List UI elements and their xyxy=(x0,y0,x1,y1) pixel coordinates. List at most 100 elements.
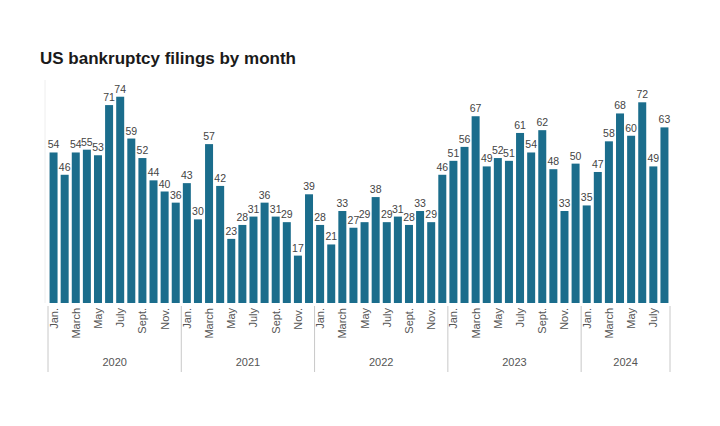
bar xyxy=(216,186,224,303)
bar xyxy=(227,239,235,303)
data-label: 29 xyxy=(281,208,293,220)
bar xyxy=(94,155,102,303)
group-label: 2024 xyxy=(613,356,637,368)
bar xyxy=(461,147,469,303)
data-label: 31 xyxy=(392,203,404,215)
bar xyxy=(61,175,69,303)
data-label: 49 xyxy=(647,152,659,164)
data-label: 36 xyxy=(259,189,271,201)
bar xyxy=(560,211,568,303)
data-label: 47 xyxy=(592,158,604,170)
data-label: 33 xyxy=(559,197,571,209)
bar xyxy=(372,197,380,303)
group-label: 2020 xyxy=(102,356,126,368)
chart: US bankruptcy filings by month5446545553… xyxy=(0,0,720,426)
x-tick-label: Jan. xyxy=(48,308,60,329)
group-separator xyxy=(314,306,315,372)
data-label: 30 xyxy=(192,205,204,217)
data-label: 51 xyxy=(448,147,460,159)
data-label: 31 xyxy=(248,203,260,215)
data-label: 54 xyxy=(525,138,537,150)
bar xyxy=(249,217,257,303)
bar xyxy=(438,175,446,303)
x-tick-label: Nov. xyxy=(425,308,437,330)
data-label: 67 xyxy=(470,102,482,114)
data-label: 38 xyxy=(370,183,382,195)
bar xyxy=(616,113,624,303)
data-label: 71 xyxy=(103,91,115,103)
bar xyxy=(538,130,546,303)
bar xyxy=(383,222,391,303)
data-label: 52 xyxy=(492,144,504,156)
group-separator xyxy=(181,306,182,372)
x-tick-label: July xyxy=(247,308,259,328)
data-label: 17 xyxy=(292,242,304,254)
bar xyxy=(316,225,324,303)
bar xyxy=(338,211,346,303)
group-separator xyxy=(447,306,448,372)
x-tick-label: July xyxy=(647,308,659,328)
bar xyxy=(272,217,280,303)
group-label: 2021 xyxy=(236,356,260,368)
x-tick-label: March xyxy=(70,308,82,339)
x-tick-label: July xyxy=(114,308,126,328)
x-tick-label: July xyxy=(381,308,393,328)
bar xyxy=(638,102,646,303)
data-label: 63 xyxy=(659,113,671,125)
x-tick-label: May xyxy=(492,308,504,329)
data-label: 57 xyxy=(203,130,215,142)
bar xyxy=(305,194,313,303)
bar xyxy=(394,217,402,303)
data-label: 68 xyxy=(614,99,626,111)
data-label: 61 xyxy=(514,119,526,131)
bar xyxy=(83,150,91,303)
data-label: 21 xyxy=(325,230,337,242)
bar xyxy=(327,244,335,303)
data-label: 28 xyxy=(403,211,415,223)
data-label: 52 xyxy=(137,144,149,156)
data-label: 60 xyxy=(625,122,637,134)
bar xyxy=(405,225,413,303)
data-label: 44 xyxy=(148,166,160,178)
data-label: 28 xyxy=(314,211,326,223)
data-label: 27 xyxy=(348,214,360,226)
bar xyxy=(449,161,457,303)
data-label: 39 xyxy=(303,180,315,192)
data-label: 72 xyxy=(636,88,648,100)
bar xyxy=(594,172,602,303)
bar xyxy=(572,164,580,303)
data-label: 59 xyxy=(125,125,137,137)
x-tick-label: May xyxy=(92,308,104,329)
x-tick-label: Sept. xyxy=(536,308,548,334)
data-label: 74 xyxy=(114,83,126,95)
x-tick-label: Nov. xyxy=(159,308,171,330)
data-label: 46 xyxy=(436,161,448,173)
bar xyxy=(172,203,180,303)
bar xyxy=(505,161,513,303)
x-tick-label: May xyxy=(359,308,371,329)
bar xyxy=(361,222,369,303)
group-label: 2023 xyxy=(502,356,526,368)
bar xyxy=(283,222,291,303)
x-tick-label: Sept. xyxy=(136,308,148,334)
bar xyxy=(494,158,502,303)
x-tick-label: Jan. xyxy=(181,308,193,329)
data-label: 53 xyxy=(92,141,104,153)
group-separator xyxy=(581,306,582,372)
data-label: 55 xyxy=(81,136,93,148)
x-tick-label: Sept. xyxy=(403,308,415,334)
x-tick-label: March xyxy=(603,308,615,339)
x-tick-label: Jan. xyxy=(581,308,593,329)
x-tick-label: May xyxy=(225,308,237,329)
bar xyxy=(605,141,613,303)
bar xyxy=(483,166,491,303)
bar xyxy=(516,133,524,303)
bar xyxy=(50,152,58,303)
data-label: 36 xyxy=(170,189,182,201)
x-tick-label: Nov. xyxy=(292,308,304,330)
chart-root: US bankruptcy filings by month5446545553… xyxy=(0,0,720,426)
bar xyxy=(649,166,657,303)
x-tick-label: Jan. xyxy=(447,308,459,329)
data-label: 62 xyxy=(536,116,548,128)
bar xyxy=(627,136,635,303)
